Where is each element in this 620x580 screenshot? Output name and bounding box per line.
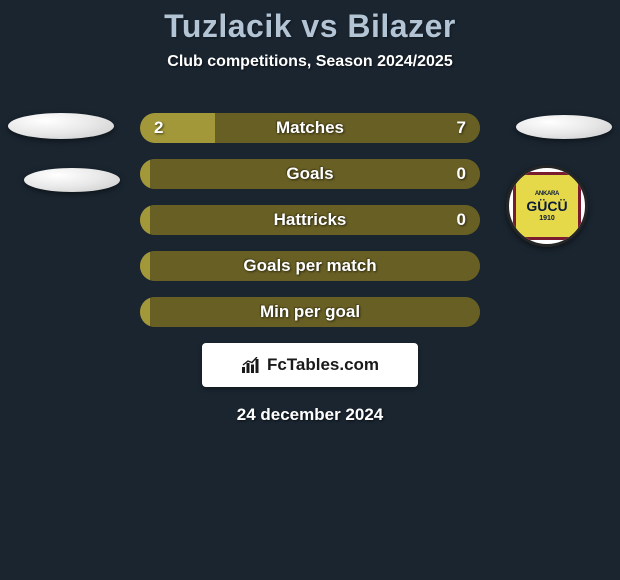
club-badge: ANKARA GÜCÜ 1910 (506, 165, 588, 247)
bar-value-left: 2 (154, 118, 163, 138)
bar-value-right: 0 (457, 164, 466, 184)
bar-label: Min per goal (140, 302, 480, 322)
stat-row: Matches2 7 (140, 113, 480, 143)
vs-text: vs (301, 8, 338, 44)
stats-area: ANKARA GÜCÜ 1910 Matches27Goals0Hattrick… (0, 113, 620, 425)
bar-value-right: 7 (457, 118, 466, 138)
right-ellipse-1 (516, 115, 612, 139)
stat-bars: Matches27Goals0Hattricks0Goals per match… (140, 113, 480, 327)
chart-icon (241, 357, 261, 373)
bar-label: Goals (140, 164, 480, 184)
player2-name: Bilazer (347, 8, 455, 44)
date-text: 24 december 2024 (10, 405, 610, 425)
left-ellipse-2 (24, 168, 120, 192)
widget-container: Tuzlacik vs Bilazer Club competitions, S… (0, 0, 620, 425)
bar-label: Hattricks (140, 210, 480, 230)
page-title: Tuzlacik vs Bilazer (0, 8, 620, 45)
stat-row: Hattricks0 (140, 205, 480, 235)
badge-bot-text: 1910 (539, 215, 555, 222)
stat-row: Min per goal (140, 297, 480, 327)
brand-text: FcTables.com (267, 355, 379, 375)
club-badge-inner: ANKARA GÜCÜ 1910 (513, 172, 581, 240)
subtitle: Club competitions, Season 2024/2025 (0, 53, 620, 71)
bar-value-right: 0 (457, 210, 466, 230)
stat-row: Goals per match (140, 251, 480, 281)
badge-mid-text: GÜCÜ (526, 198, 567, 214)
stat-row: Goals0 (140, 159, 480, 189)
left-ellipse-1 (8, 113, 114, 139)
bar-label: Goals per match (140, 256, 480, 276)
badge-top-text: ANKARA (535, 191, 559, 197)
player1-name: Tuzlacik (164, 8, 292, 44)
brand-badge[interactable]: FcTables.com (202, 343, 418, 387)
bar-label: Matches (140, 118, 480, 138)
